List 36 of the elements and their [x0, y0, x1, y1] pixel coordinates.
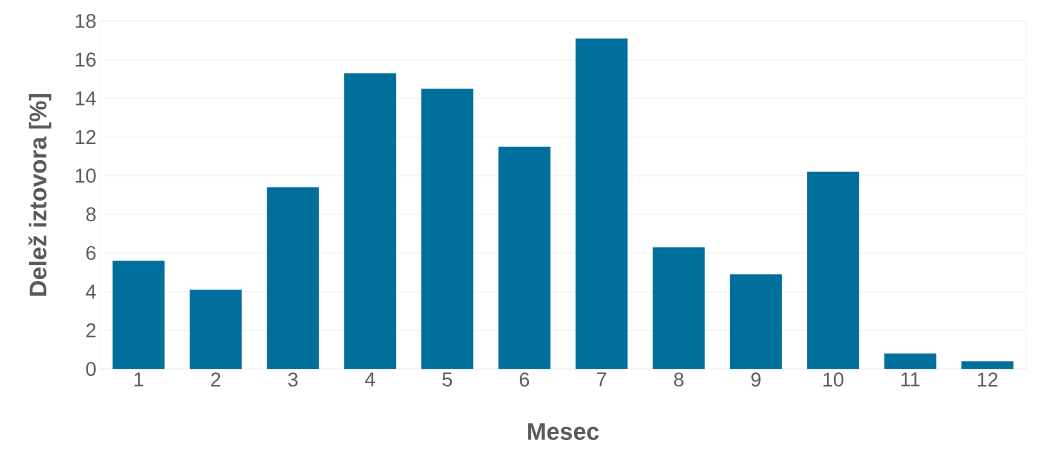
x-tick-label: 1	[134, 372, 144, 387]
x-tick-label: 2	[211, 372, 221, 387]
x-tick-label: 3	[288, 372, 298, 387]
x-tick-label: 7	[597, 372, 607, 387]
y-tick-label: 14	[75, 91, 96, 106]
bar	[652, 247, 705, 369]
x-tick-label: 11	[901, 372, 920, 387]
x-tick-label: 10	[823, 372, 844, 387]
x-tick-label: 4	[365, 372, 376, 387]
y-tick-label: 12	[75, 130, 96, 144]
y-tick-label: 18	[75, 13, 96, 29]
y-axis-title: Delež iztovora [%]	[28, 94, 52, 296]
x-tick-label: 12	[977, 372, 998, 387]
y-tick-label: 6	[86, 245, 96, 261]
bar	[575, 38, 628, 369]
bar	[961, 361, 1014, 369]
bar	[729, 274, 782, 369]
x-tick-label: 5	[442, 372, 452, 387]
bar	[421, 88, 474, 369]
y-tick-label: 10	[75, 168, 96, 183]
x-tick-label: 9	[751, 372, 761, 387]
bar	[266, 187, 319, 369]
y-tick-label: 16	[75, 52, 96, 67]
x-axis-title: Mesec	[528, 423, 599, 440]
bar	[112, 260, 165, 369]
bar	[189, 289, 242, 369]
y-tick-label: 0	[86, 361, 96, 377]
y-tick-label: 4	[85, 284, 96, 299]
x-tick-label: 8	[674, 372, 684, 387]
x-tick-label: 6	[519, 372, 530, 387]
y-tick-label: 8	[86, 207, 96, 222]
bar	[344, 73, 397, 369]
bar	[498, 146, 551, 369]
bar	[884, 353, 937, 369]
y-tick-label: 2	[86, 323, 96, 338]
bar	[807, 171, 860, 369]
